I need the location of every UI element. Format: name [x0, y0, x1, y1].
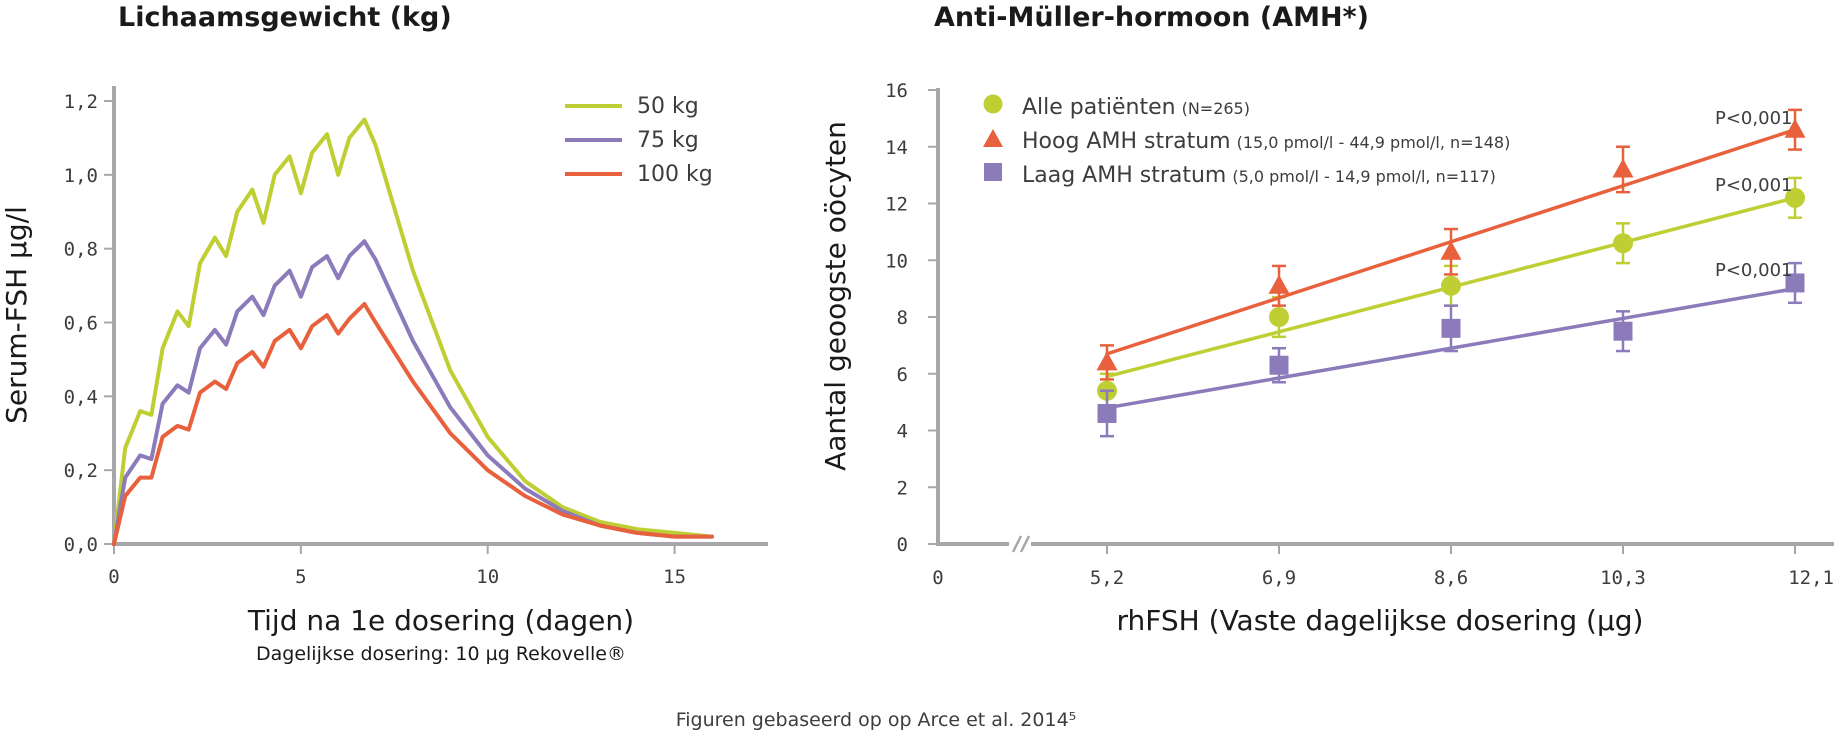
legend-label-75kg: 75 kg: [637, 128, 699, 153]
y-tick-label-body-weight: 0,2: [64, 460, 98, 482]
x-axis-ticks-amh: 0 5,2 6,9 8,6 10,3 12,1: [932, 544, 1834, 589]
y-tick-label-body-weight: 1,2: [64, 91, 98, 113]
legend-marker-low-amh: [984, 163, 1002, 181]
x-tick-label-amh: 8,6: [1434, 567, 1468, 589]
data-point-hoog-amh-stratum: [1096, 351, 1118, 371]
x-tick-label-amh: 12,1: [1788, 567, 1834, 589]
axis-break-marker: [1011, 535, 1031, 553]
x-tick-label-body-weight: 0: [108, 566, 119, 588]
chart-body-weight: Lichaamsgewicht (kg) 0,0 0,2 0,4 0,6 0,8 1,0 1…: [0, 2, 768, 665]
x-tick-label-body-weight: 5: [295, 566, 306, 588]
data-point-hoog-amh-stratum: [1612, 158, 1634, 178]
data-point-laag-amh-stratum: [1613, 321, 1633, 341]
data-point-hoog-amh-stratum: [1440, 240, 1462, 260]
legend-body-weight: 50 kg 75 kg 100 kg: [565, 94, 713, 187]
y-tick-label-amh: 12: [885, 194, 908, 216]
legend-label-all-patients: Alle patiënten (N=265): [1022, 95, 1250, 120]
data-point-laag-amh-stratum: [1269, 355, 1289, 375]
data-point-alle-pati-nten: [1269, 307, 1289, 327]
chart-title-body-weight: Lichaamsgewicht (kg): [118, 2, 452, 33]
y-axis-ticks-body-weight: 0,0 0,2 0,4 0,6 0,8 1,0 1,2: [64, 91, 114, 556]
x-tick-label-amh: 10,3: [1600, 567, 1646, 589]
y-tick-label-body-weight: 1,0: [64, 165, 98, 187]
y-tick-label-body-weight: 0,4: [64, 386, 98, 408]
data-point-hoog-amh-stratum: [1784, 118, 1806, 138]
y-tick-label-amh: 4: [897, 421, 908, 443]
y-tick-label-amh: 8: [897, 307, 908, 329]
data-point-laag-amh-stratum: [1441, 318, 1461, 338]
series-group-body-weight: [112, 117, 714, 546]
legend-amh: Alle patiënten (N=265) Hoog AMH stratum (1…: [983, 94, 1510, 188]
y-tick-label-amh: 10: [885, 250, 908, 272]
x-axis-title-body-weight: Tijd na 1e dosering (dagen): [247, 604, 634, 637]
p-value-low-amh: P<0,001: [1715, 260, 1792, 281]
legend-label-100kg: 100 kg: [637, 162, 713, 187]
chart-amh: Anti-Müller-hormoon (AMH*) 0 2 4 6 8 10 12 14 16…: [819, 2, 1834, 637]
x-tick-label-body-weight: 15: [663, 566, 686, 588]
figure-caption: Figuren gebaseerd op op Arce et al. 2014…: [676, 709, 1077, 731]
legend-label-high-amh: Hoog AMH stratum (15,0 pmol/l - 44,9 pmol…: [1022, 129, 1510, 154]
y-axis-title-amh: Aantal geoogste oöcyten: [819, 121, 852, 471]
legend-label-50kg: 50 kg: [637, 94, 699, 119]
x-tick-label-amh: 5,2: [1090, 567, 1124, 589]
x-axis-title-amh: rhFSH (Vaste dagelijkse dosering (µg): [1117, 604, 1644, 637]
series-group-amh: [1096, 108, 1806, 438]
data-point-alle-pati-nten: [1441, 275, 1461, 296]
x-axis-ticks-body-weight: 0 5 10 15: [108, 544, 686, 588]
y-tick-label-amh: 16: [885, 80, 908, 102]
data-point-alle-pati-nten: [1613, 233, 1633, 254]
y-axis-title-body-weight: Serum-FSH µg/l: [0, 206, 33, 424]
p-value-high-amh: P<0,001: [1715, 108, 1792, 129]
y-tick-label-body-weight: 0,6: [64, 313, 98, 335]
series-line-50-kg: [112, 117, 714, 546]
data-point-hoog-amh-stratum: [1268, 274, 1290, 294]
p-value-all-patients: P<0,001: [1715, 175, 1792, 196]
x-tick-label-amh-origin: 0: [932, 567, 943, 589]
x-tick-label-amh: 6,9: [1262, 567, 1296, 589]
y-tick-label-amh: 6: [897, 364, 908, 386]
y-tick-label-body-weight: 0,0: [64, 534, 98, 556]
chart-title-amh: Anti-Müller-hormoon (AMH*): [934, 2, 1369, 33]
legend-marker-all-patients: [983, 94, 1003, 114]
y-axis-ticks-amh: 0 2 4 6 8 10 12 14 16: [885, 80, 938, 556]
y-tick-label-body-weight: 0,8: [64, 239, 98, 261]
y-tick-label-amh: 2: [897, 477, 908, 499]
y-tick-label-amh: 14: [885, 137, 908, 159]
data-point-laag-amh-stratum: [1785, 273, 1805, 293]
data-point-laag-amh-stratum: [1097, 403, 1117, 423]
legend-label-low-amh: Laag AMH stratum (5,0 pmol/l - 14,9 pmol/…: [1022, 163, 1496, 188]
data-point-alle-pati-nten: [1785, 187, 1805, 208]
dosing-note: Dagelijkse dosering: 10 µg Rekovelle®: [256, 643, 626, 665]
y-tick-label-amh: 0: [897, 534, 908, 556]
series-line-75-kg: [112, 239, 714, 546]
x-tick-label-body-weight: 10: [476, 566, 499, 588]
series-line-100-kg: [112, 302, 714, 546]
legend-marker-high-amh: [983, 129, 1003, 147]
